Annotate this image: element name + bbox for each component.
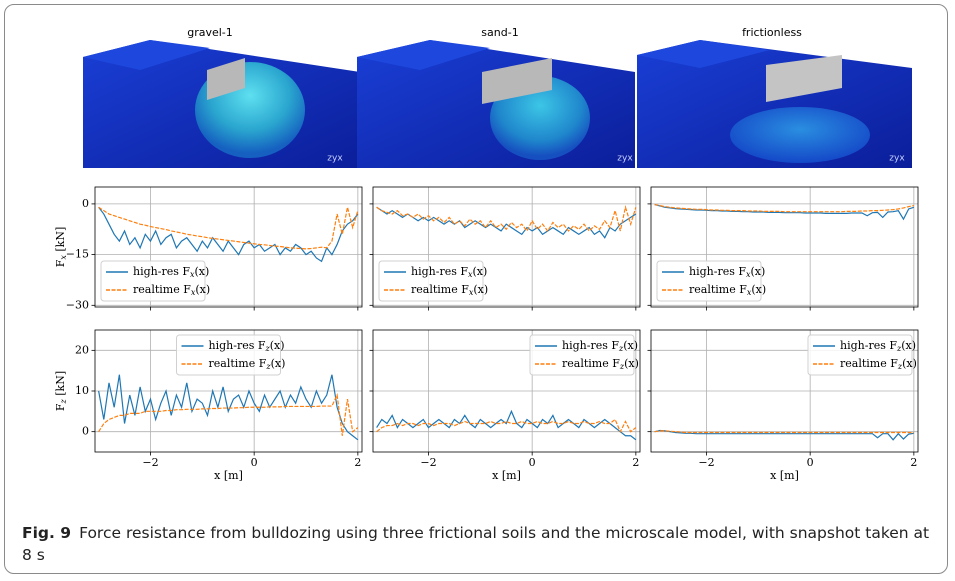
subplot: −30 −15 0 high-res Fx(x) realtime Fx(x) Fx [k… (54, 186, 363, 311)
series-line (376, 409, 637, 441)
x-axis-label: x [m] (770, 469, 799, 482)
legend-label: realtime Fx(x) (133, 283, 210, 297)
legend-label: high-res Fx(x) (689, 265, 765, 279)
legend-box (378, 260, 484, 302)
legend-label: realtime Fz(x) (209, 357, 286, 371)
x-tick-label: 0 (529, 456, 536, 469)
series-line (98, 374, 359, 441)
series-line (98, 206, 359, 263)
legend-label: high-res Fz(x) (209, 339, 285, 353)
subplot: −2 0 2 high-res Fz(x) realtime Fz(x) x [m] (647, 329, 919, 482)
axes-frame (650, 329, 919, 453)
subplot: −2 0 2 high-res Fz(x) realtime Fz(x) x [m] (369, 329, 641, 482)
legend-label: realtime Fx(x) (689, 283, 766, 297)
snapshot-title: sand-1 (481, 26, 518, 39)
x-tick-label: −2 (420, 456, 436, 469)
legend-box (100, 260, 206, 302)
caption-text: Force resistance from bulldozing using t… (22, 524, 930, 564)
x-axis-label: x [m] (492, 469, 521, 482)
axes-frame (372, 186, 641, 308)
snapshot-gravel (83, 40, 360, 168)
series-line (654, 203, 915, 221)
snapshot-frictionless (637, 40, 912, 168)
legend-box (176, 334, 281, 376)
snapshot-title: frictionless (742, 26, 802, 39)
legend-box (529, 334, 635, 376)
legend-label: realtime Fz(x) (840, 357, 917, 371)
x-axis-label: x [m] (214, 469, 243, 482)
x-tick-label: −2 (142, 456, 158, 469)
legend-label: realtime Fx(x) (411, 283, 488, 297)
series-line (98, 206, 359, 250)
x-tick-label: 0 (251, 456, 258, 469)
legend-box (807, 334, 913, 376)
caption-label: Fig. 9 (22, 524, 72, 542)
x-tick-label: 0 (807, 456, 814, 469)
axes-frame (94, 186, 363, 308)
series-line (376, 206, 637, 239)
y-tick-label: 20 (75, 343, 89, 356)
y-tick-label: 0 (82, 197, 89, 210)
x-tick-label: 2 (354, 456, 361, 469)
subplot: high-res Fx(x) realtime Fx(x) (369, 186, 641, 311)
figure: gravel-1 zyx sand-1 zyx frictionless zyx −30 −1… (54, 26, 919, 482)
legend-label: high-res Fz(x) (562, 339, 638, 353)
subplot: high-res Fx(x) realtime Fx(x) (647, 186, 919, 311)
snapshot-title: gravel-1 (187, 26, 233, 39)
y-tick-label: 0 (82, 425, 89, 438)
axes-indicator: zyx (889, 154, 905, 164)
series-line (654, 203, 914, 213)
legend-label: high-res Fz(x) (840, 339, 916, 353)
series-line (654, 430, 914, 434)
x-tick-label: 2 (632, 456, 639, 469)
axes-frame (94, 329, 363, 453)
figure-frame (4, 4, 948, 574)
axes-frame (650, 186, 919, 308)
caption: Fig. 9 Force resistance from bulldozing u… (22, 522, 942, 566)
x-tick-label: 2 (910, 456, 917, 469)
legend-box (656, 260, 762, 302)
legend-label: realtime Fz(x) (562, 357, 639, 371)
series-line (654, 429, 914, 441)
legend-label: high-res Fx(x) (133, 265, 209, 279)
y-axis-label: Fz [kN] (54, 371, 68, 411)
series-line (98, 392, 359, 436)
y-tick-label: 10 (75, 384, 89, 397)
axes-indicator: zyx (617, 154, 633, 164)
y-tick-label: −15 (66, 248, 89, 261)
snapshot-sand (357, 40, 635, 168)
y-tick-label: −30 (66, 298, 89, 311)
legend-label: high-res Fx(x) (411, 265, 487, 279)
x-tick-label: −2 (698, 456, 714, 469)
axes-indicator: zyx (327, 154, 343, 164)
y-axis-label: Fx [kN] (54, 227, 68, 268)
axes-frame (372, 329, 641, 453)
series-line (376, 418, 637, 434)
series-line (376, 204, 637, 233)
